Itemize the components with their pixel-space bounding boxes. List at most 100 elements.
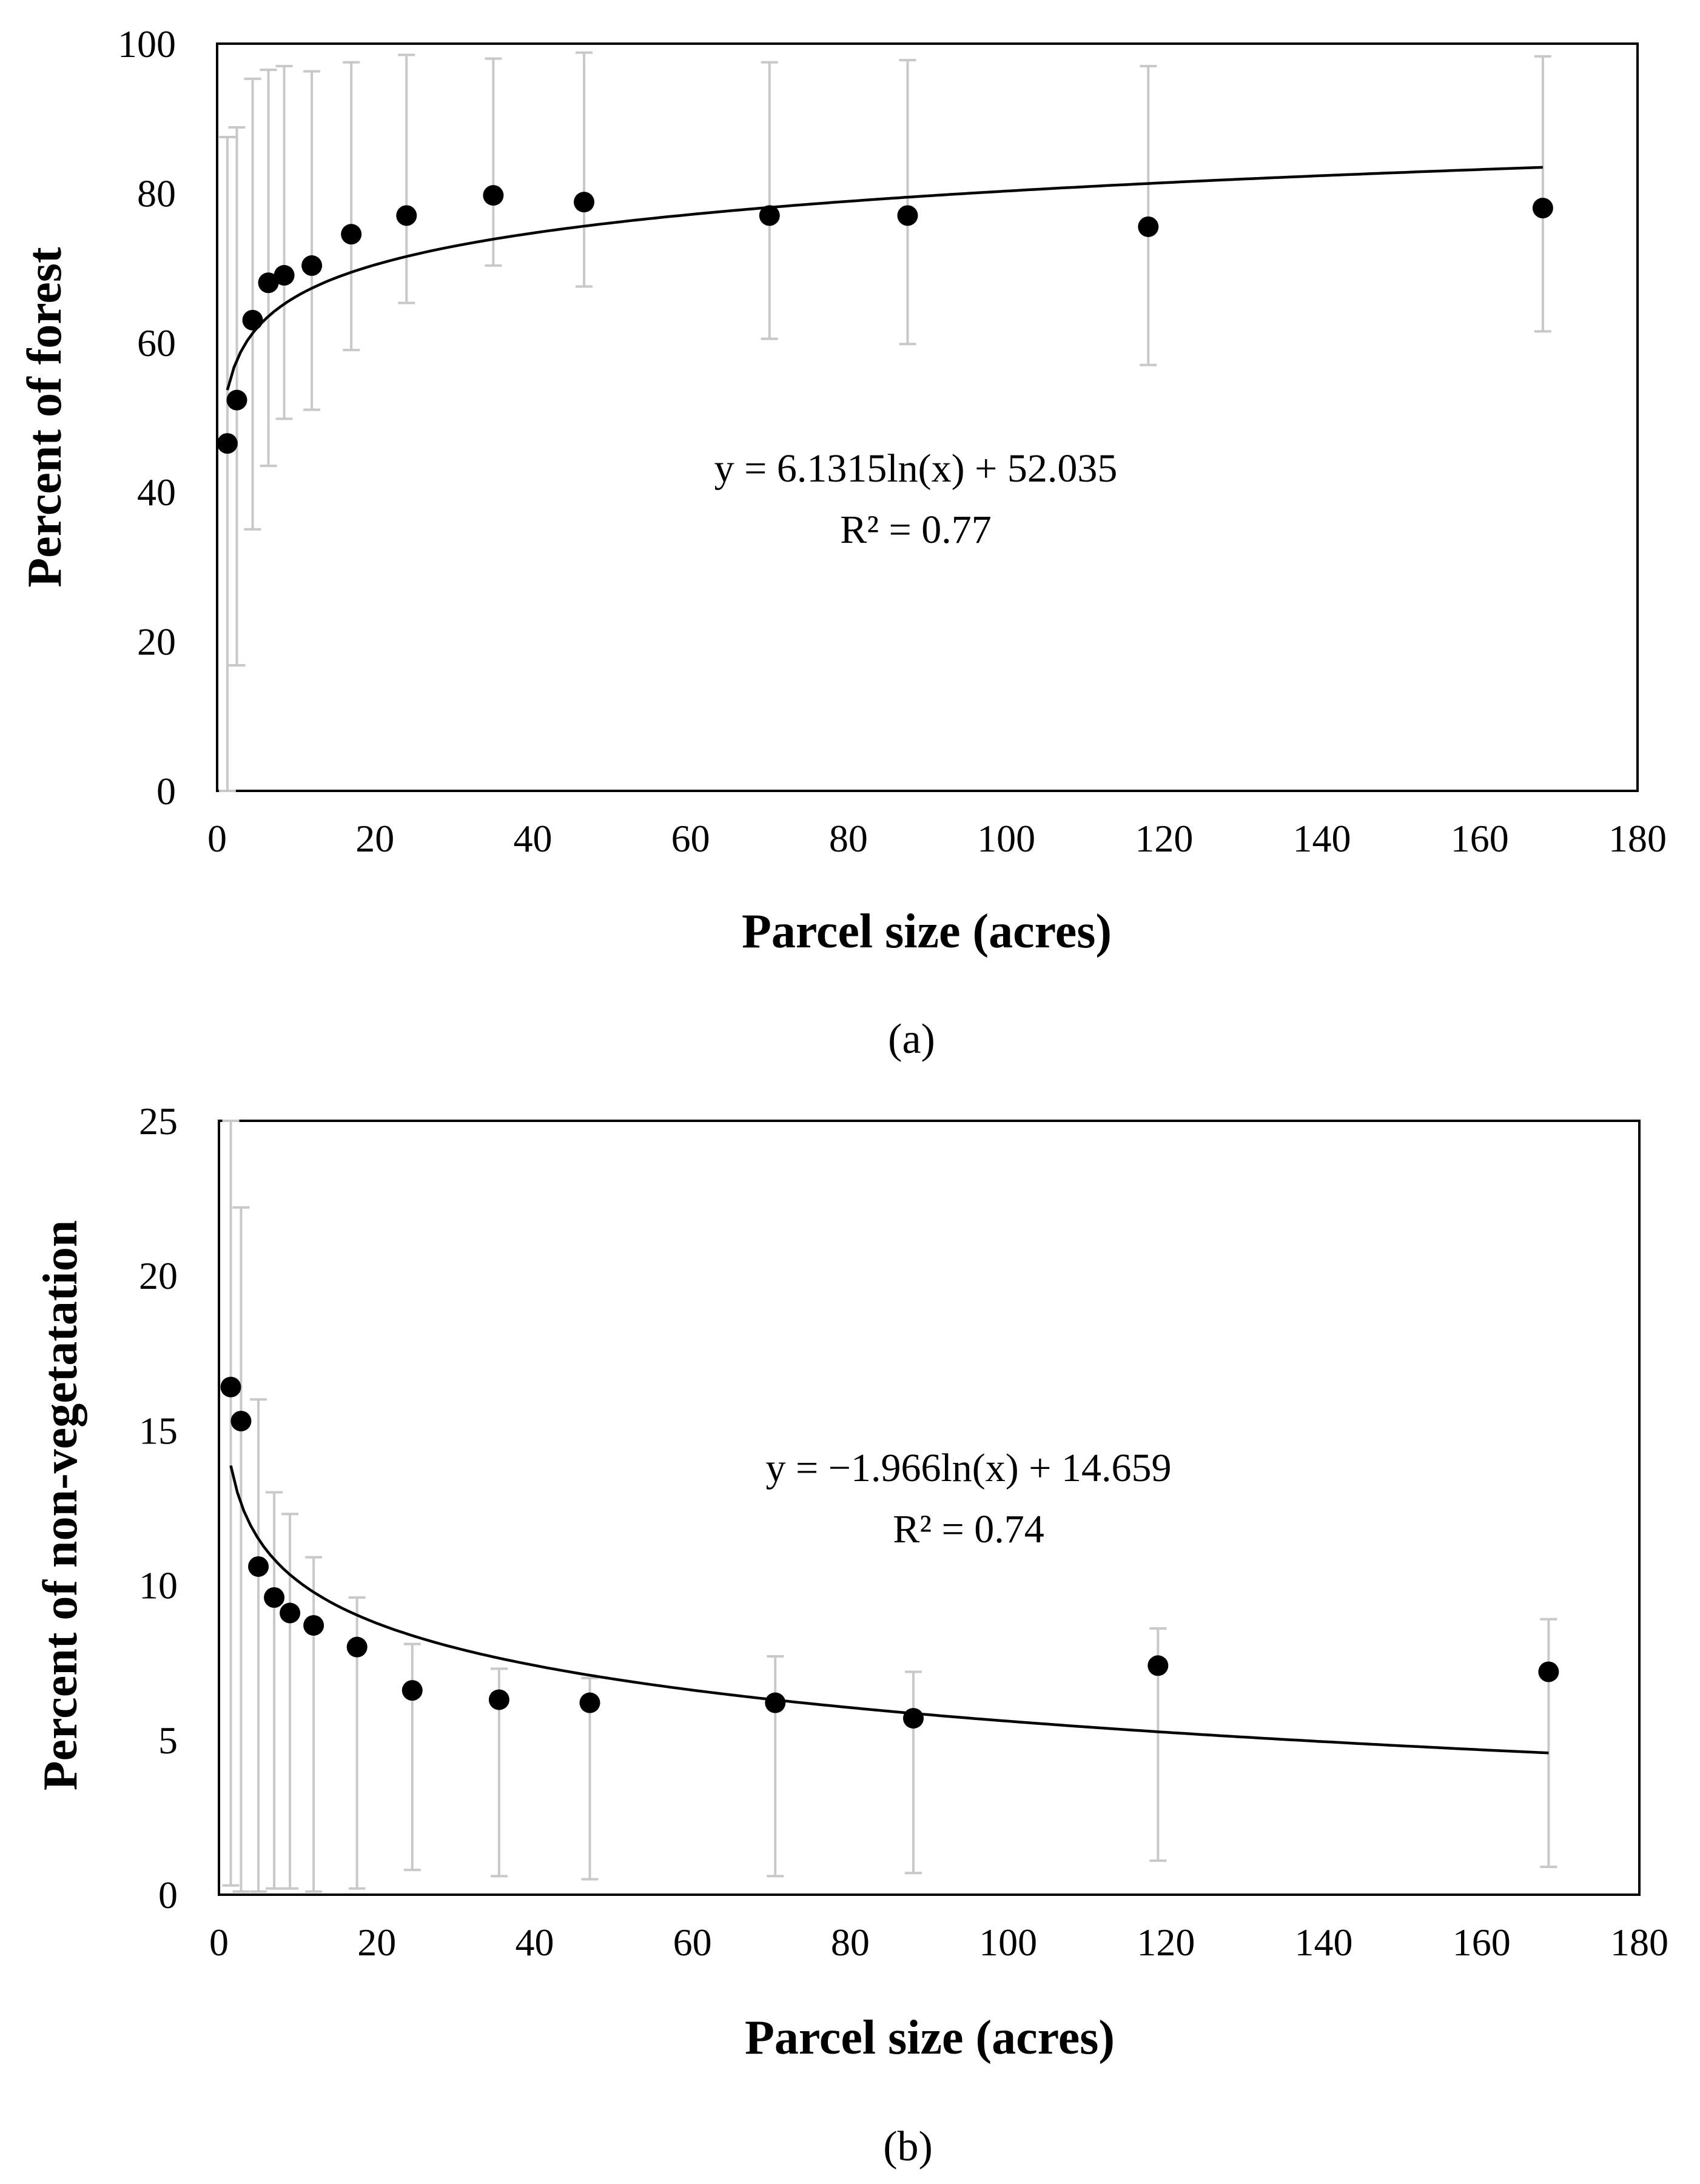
- x-tick-label: 120: [1135, 817, 1193, 860]
- data-point: [217, 433, 238, 454]
- x-tick-labels-a: 0 20 40 60 80 100 120 140 160 180: [207, 817, 1667, 860]
- data-point: [280, 1602, 301, 1624]
- y-tick-label: 80: [137, 172, 176, 215]
- data-point: [574, 192, 595, 213]
- x-tick-label: 60: [671, 817, 710, 860]
- data-point: [759, 205, 780, 226]
- caption-b: (b): [883, 2123, 933, 2170]
- data-point: [1532, 198, 1553, 219]
- data-point: [1147, 1655, 1169, 1676]
- y-tick-label: 15: [139, 1409, 178, 1452]
- data-points-a: [217, 185, 1553, 454]
- error-bar: [398, 53, 415, 304]
- x-tick-label: 140: [1293, 817, 1351, 860]
- x-tick-label: 40: [515, 1921, 554, 1964]
- y-tick-label: 5: [158, 1719, 178, 1762]
- error-bar: [403, 1642, 421, 1872]
- data-point: [301, 255, 323, 276]
- error-bar: [244, 77, 261, 531]
- data-point: [897, 205, 918, 226]
- data-point: [274, 264, 295, 286]
- error-bar: [275, 64, 293, 420]
- y-tick-label: 0: [158, 1873, 178, 1917]
- chart-panel-b: 0 20 40 60 80 100 120 140 160 180 0 5 10 15 20 25 y = …: [34, 1100, 1668, 2170]
- error-bars-a: [218, 51, 1551, 792]
- x-axis-label-b: Parcel size (acres): [745, 2011, 1115, 2065]
- y-tick-label: 25: [139, 1100, 178, 1143]
- error-bar: [1140, 64, 1157, 366]
- error-bar: [250, 1398, 267, 1893]
- chart-panel-a: 0 20 40 60 80 100 120 140 160 180 0 20 40 60 80 100 y …: [18, 22, 1667, 1063]
- error-bar: [303, 70, 321, 411]
- error-bars-b: [222, 1120, 1557, 1893]
- data-point: [248, 1556, 269, 1577]
- y-tick-labels-b: 0 5 10 15 20 25: [139, 1100, 178, 1917]
- x-tick-label: 160: [1453, 1921, 1511, 1964]
- data-point: [488, 1689, 509, 1710]
- x-tick-label: 160: [1451, 817, 1509, 860]
- error-bar: [305, 1556, 323, 1893]
- y-tick-label: 60: [137, 321, 176, 365]
- data-point: [258, 272, 279, 294]
- y-axis-label-a: Percent of forest: [18, 247, 72, 588]
- error-bar: [218, 136, 236, 792]
- x-tick-label: 60: [673, 1921, 712, 1964]
- data-point: [579, 1692, 600, 1713]
- error-bar: [1540, 1618, 1557, 1869]
- data-point: [264, 1587, 285, 1608]
- trendline-b: [229, 1465, 1549, 1755]
- data-point: [483, 185, 504, 206]
- caption-a: (a): [888, 1016, 935, 1063]
- x-tick-label: 180: [1610, 1921, 1668, 1964]
- error-bar: [767, 1655, 784, 1878]
- plot-area-b: [218, 1120, 1641, 1896]
- error-bar: [260, 69, 277, 468]
- data-point: [346, 1636, 368, 1658]
- error-bar: [485, 57, 502, 267]
- data-point: [902, 1708, 924, 1729]
- error-bar: [222, 1120, 240, 1887]
- plot-area-a: [216, 42, 1639, 792]
- x-tick-label: 80: [831, 1921, 870, 1964]
- y-tick-labels-a: 0 20 40 60 80 100: [118, 22, 176, 813]
- r-squared-a: R² = 0.77: [840, 508, 992, 552]
- x-tick-label: 100: [979, 1921, 1037, 1964]
- data-point: [220, 1376, 241, 1397]
- error-bar: [899, 59, 916, 346]
- error-bar: [1534, 55, 1551, 333]
- x-tick-labels-b: 0 20 40 60 80 100 120 140 160 180: [209, 1921, 1668, 1964]
- x-tick-label: 180: [1608, 817, 1667, 860]
- data-point: [242, 309, 263, 331]
- y-tick-label: 20: [139, 1254, 178, 1297]
- x-tick-label: 20: [357, 1921, 396, 1964]
- data-point: [401, 1680, 423, 1701]
- error-bar: [232, 1206, 250, 1893]
- y-axis-label-b: Percent of non-vegetatation: [34, 1220, 87, 1791]
- trendline-a: [226, 166, 1543, 391]
- x-tick-label: 0: [209, 1921, 229, 1964]
- y-tick-label: 10: [139, 1564, 178, 1607]
- data-point: [1138, 216, 1159, 237]
- x-tick-label: 120: [1137, 1921, 1195, 1964]
- y-tick-label: 0: [156, 770, 176, 813]
- r-squared-b: R² = 0.74: [893, 1507, 1044, 1551]
- x-tick-label: 80: [829, 817, 868, 860]
- error-bar: [761, 61, 778, 340]
- y-tick-label: 20: [137, 620, 176, 664]
- data-point: [226, 389, 247, 411]
- x-tick-label: 100: [977, 817, 1035, 860]
- x-tick-label: 20: [355, 817, 394, 860]
- data-point: [230, 1411, 252, 1432]
- y-tick-label: 100: [118, 22, 176, 66]
- error-bar: [576, 51, 593, 288]
- error-bar: [904, 1670, 922, 1875]
- data-point: [341, 224, 362, 245]
- equation-a: y = 6.1315ln(x) + 52.035: [714, 446, 1118, 491]
- data-point: [396, 205, 417, 226]
- y-tick-label: 40: [137, 471, 176, 514]
- equation-b: y = −1.966ln(x) + 14.659: [766, 1446, 1172, 1490]
- data-points-b: [220, 1376, 1559, 1729]
- data-point: [303, 1614, 324, 1636]
- data-point: [765, 1692, 786, 1713]
